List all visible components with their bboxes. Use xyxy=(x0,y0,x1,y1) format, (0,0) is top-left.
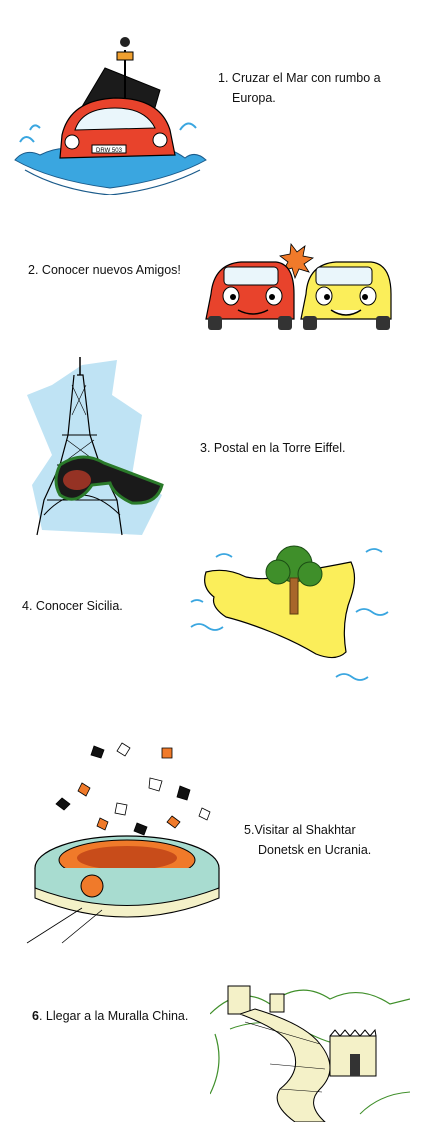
shakhtar-stadium-illustration xyxy=(26,742,220,944)
item-4: 4. Conocer Sicilia. xyxy=(0,540,425,700)
license-plate: DRW 503 xyxy=(96,148,123,154)
caption-4: 4. Conocer Sicilia. xyxy=(22,599,123,613)
floating-car-illustration: DRW 503 xyxy=(14,37,207,195)
item-3: 3. Postal en la Torre Eiffel. xyxy=(0,350,425,540)
caption-2: 2. Conocer nuevos Amigos! xyxy=(28,263,181,277)
item-1: DRW 503 1. Cruzar el Mar con rumbo a Eur… xyxy=(0,0,425,200)
item-6: 6. Llegar a la Muralla China. xyxy=(0,960,425,1134)
caption-1: 1. Cruzar el Mar con rumbo a Europa. xyxy=(218,71,381,105)
sicily-map-illustration xyxy=(190,545,389,681)
friendly-cars-illustration xyxy=(205,242,392,330)
great-wall-illustration xyxy=(210,985,410,1122)
item-2: 2. Conocer nuevos Amigos! xyxy=(0,220,425,340)
eiffel-tower-illustration xyxy=(27,357,164,536)
caption-3: 3. Postal en la Torre Eiffel. xyxy=(200,441,346,455)
item-5: 5.Visitar al Shakhtar Donetsk en Ucrania… xyxy=(0,720,425,950)
caption-6: 6. Llegar a la Muralla China. xyxy=(32,1009,189,1023)
caption-5: 5.Visitar al Shakhtar Donetsk en Ucrania… xyxy=(244,823,372,857)
